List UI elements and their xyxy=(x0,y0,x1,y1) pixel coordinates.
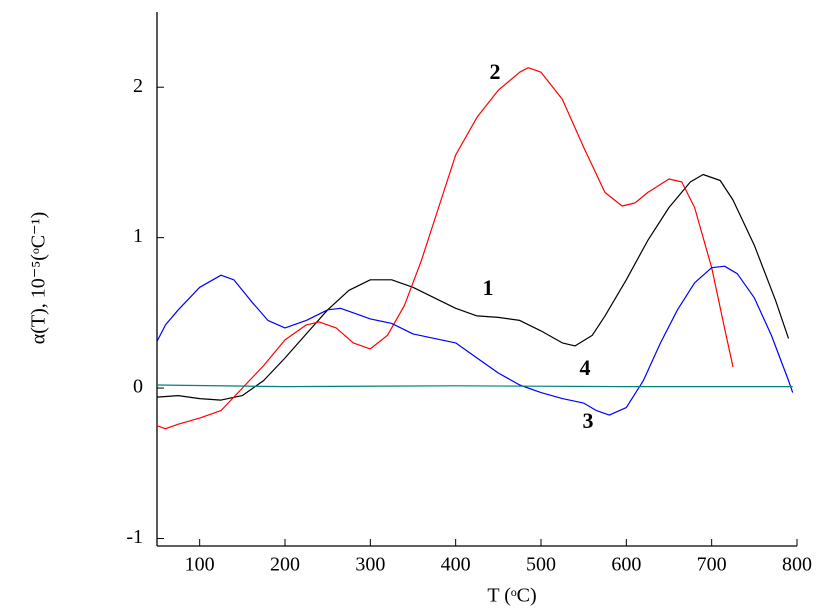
x-tick-label: 300 xyxy=(355,554,385,576)
x-tick-label: 800 xyxy=(782,554,812,576)
series-line xyxy=(156,173,790,401)
series-line xyxy=(156,384,793,388)
y-tick-label: 0 xyxy=(133,376,143,398)
series-label: 2 xyxy=(490,59,501,84)
y-tick-label: -1 xyxy=(126,526,143,548)
series-label: 4 xyxy=(580,355,591,380)
series-line xyxy=(156,67,734,430)
x-axis-label: T (ᵒC) xyxy=(487,585,536,607)
x-tick-label: 400 xyxy=(441,554,471,576)
x-tick-label: 100 xyxy=(185,554,215,576)
x-tick-label: 200 xyxy=(270,554,300,576)
y-tick-label: 1 xyxy=(133,225,143,247)
x-tick-label: 500 xyxy=(526,554,556,576)
x-tick-label: 600 xyxy=(611,554,641,576)
x-tick-label: 700 xyxy=(697,554,727,576)
series-label: 1 xyxy=(483,275,494,300)
series-line xyxy=(156,265,794,416)
y-axis-label: α(T), 10⁻⁵(ᵒC⁻¹) xyxy=(28,212,50,345)
series-label: 3 xyxy=(583,408,594,433)
y-tick-label: 2 xyxy=(133,75,143,97)
